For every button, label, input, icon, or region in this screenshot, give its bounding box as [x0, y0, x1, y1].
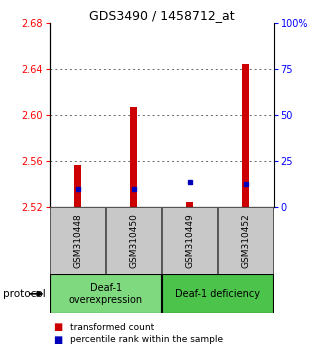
Bar: [162, 274, 273, 313]
Text: GSM310450: GSM310450: [129, 213, 138, 268]
Bar: [218, 207, 273, 274]
Text: GSM310449: GSM310449: [185, 213, 194, 268]
Text: Deaf-1
overexpression: Deaf-1 overexpression: [68, 283, 143, 305]
Title: GDS3490 / 1458712_at: GDS3490 / 1458712_at: [89, 9, 235, 22]
Text: Deaf-1 deficiency: Deaf-1 deficiency: [175, 289, 260, 299]
Text: ■: ■: [53, 322, 62, 332]
Bar: [162, 207, 217, 274]
Text: GSM310452: GSM310452: [241, 213, 250, 268]
Bar: [130, 107, 137, 207]
Bar: [50, 207, 105, 274]
Bar: [106, 207, 161, 274]
Text: percentile rank within the sample: percentile rank within the sample: [70, 335, 224, 344]
Bar: [50, 274, 161, 313]
Text: protocol: protocol: [3, 289, 46, 299]
Bar: [74, 165, 81, 207]
Bar: [242, 64, 249, 207]
Text: transformed count: transformed count: [70, 323, 155, 332]
Bar: [186, 202, 193, 207]
Text: GSM310448: GSM310448: [73, 213, 82, 268]
Text: ■: ■: [53, 335, 62, 345]
